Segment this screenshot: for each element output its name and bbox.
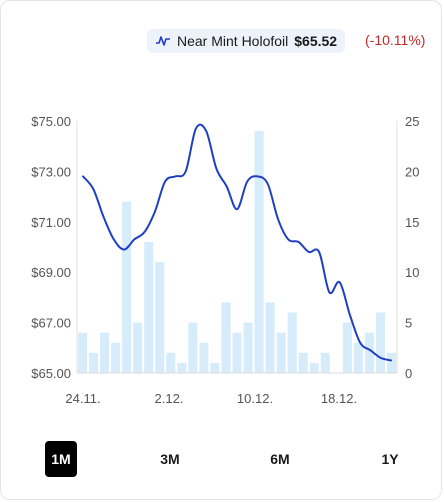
x-tick-label: 18.12. <box>321 391 357 406</box>
volume-bar <box>155 262 165 373</box>
y-left-tick-label: $67.00 <box>31 316 71 331</box>
y-right-tick-label: 25 <box>405 114 419 129</box>
volume-bar <box>188 322 198 373</box>
volume-bar <box>133 322 143 373</box>
series-name: Near Mint Holofoil <box>177 33 289 49</box>
y-right-tick-label: 10 <box>405 265 419 280</box>
volume-bar <box>78 332 88 373</box>
volume-bar <box>243 322 253 373</box>
y-left-tick-label: $75.00 <box>31 114 71 129</box>
time-range-selector: 1M 3M 6M 1Y <box>1 441 444 481</box>
y-right-tick-label: 20 <box>405 164 419 179</box>
y-left-tick-label: $69.00 <box>31 265 71 280</box>
volume-bar <box>221 302 231 373</box>
x-axis: 24.11. 2.12. 10.12. 18.12. <box>65 372 397 406</box>
price-change: (-10.11%) <box>365 32 426 48</box>
y-left-tick-label: $71.00 <box>31 215 71 230</box>
series-legend[interactable]: Near Mint Holofoil $65.52 <box>147 29 346 53</box>
volume-bar <box>177 362 187 373</box>
volume-bar <box>276 332 286 373</box>
price-chart: $75.00$73.00$71.00$69.00$67.00$65.00 252… <box>31 114 419 406</box>
volume-bar <box>210 362 220 373</box>
y-axis-right: 25 20 15 10 5 0 <box>396 114 419 381</box>
volume-bar <box>144 241 154 373</box>
volume-bar <box>353 342 363 373</box>
current-price: $65.52 <box>294 33 338 49</box>
x-tick-label: 2.12. <box>155 391 184 406</box>
y-left-tick-label: $65.00 <box>31 366 71 381</box>
volume-bar <box>287 312 297 373</box>
range-3m-button[interactable]: 3M <box>160 451 180 467</box>
volume-bar <box>111 342 121 373</box>
volume-bar <box>265 302 275 373</box>
volume-bar <box>375 312 385 373</box>
y-axis-left: $75.00 $73.00 $71.00 $69.00 $67.00 $65.00 <box>31 114 78 381</box>
y-right-tick-label: 15 <box>405 215 419 230</box>
volume-bar <box>386 352 396 373</box>
volume-bar <box>320 352 330 373</box>
volume-bar <box>89 352 99 373</box>
volume-bar <box>364 332 374 373</box>
volume-bar <box>342 322 352 373</box>
volume-bar <box>100 332 110 373</box>
line-chart-icon <box>156 36 170 46</box>
volume-bar <box>166 352 176 373</box>
y-left-tick-label: $73.00 <box>31 164 71 179</box>
y-right-tick-label: 5 <box>405 316 412 331</box>
volume-bar <box>254 131 264 373</box>
price-line <box>82 123 392 362</box>
range-1m-button[interactable]: 1M <box>45 441 77 477</box>
range-1y-button[interactable]: 1Y <box>381 451 399 467</box>
x-tick-label: 24.11. <box>65 391 100 406</box>
volume-bar <box>122 201 132 373</box>
volume-bar <box>232 332 242 373</box>
range-6m-button[interactable]: 6M <box>270 451 290 467</box>
volume-bar <box>309 362 319 373</box>
volume-bar <box>199 342 209 373</box>
y-right-tick-label: 0 <box>405 366 412 381</box>
x-tick-label: 10.12. <box>237 391 273 406</box>
volume-bars <box>78 131 396 373</box>
volume-bar <box>298 352 308 373</box>
